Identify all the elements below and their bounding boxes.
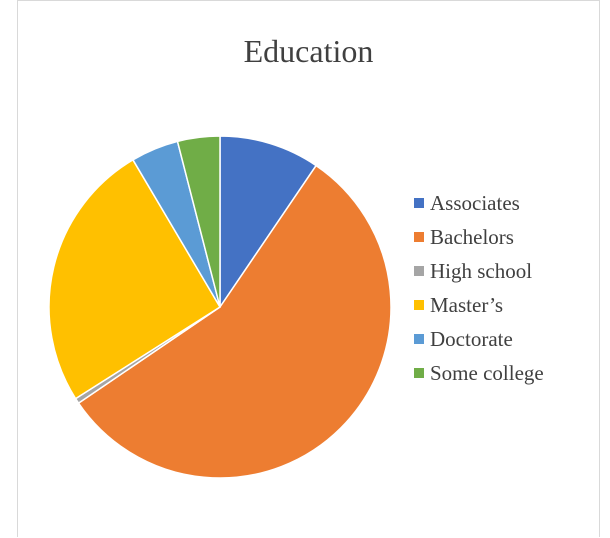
legend-label: Some college	[430, 361, 544, 385]
legend-item: Doctorate	[414, 322, 544, 356]
pie-slice-master-s	[48, 159, 221, 400]
legend-label: Bachelors	[430, 225, 514, 249]
pie-slice-bachelors	[77, 164, 392, 479]
legend-swatch	[414, 368, 424, 378]
legend-swatch	[414, 334, 424, 344]
legend-label: Doctorate	[430, 327, 513, 351]
legend-item: Master’s	[414, 288, 544, 322]
legend-swatch	[414, 198, 424, 208]
legend-item: Associates	[414, 186, 544, 220]
pie-slice-some-college	[176, 135, 221, 308]
legend-item: Bachelors	[414, 220, 544, 254]
legend-label: Associates	[430, 191, 520, 215]
chart-legend: Associates Bachelors High school Master’s Do…	[414, 186, 544, 390]
legend-swatch	[414, 232, 424, 242]
legend-swatch	[414, 300, 424, 310]
legend-item: High school	[414, 254, 544, 288]
legend-item: Some college	[414, 356, 544, 390]
pie-slice-associates	[219, 135, 317, 308]
chart-title: Education	[243, 33, 374, 69]
legend-label: Master’s	[430, 293, 504, 317]
legend-swatch	[414, 266, 424, 276]
legend-label: High school	[430, 259, 533, 283]
